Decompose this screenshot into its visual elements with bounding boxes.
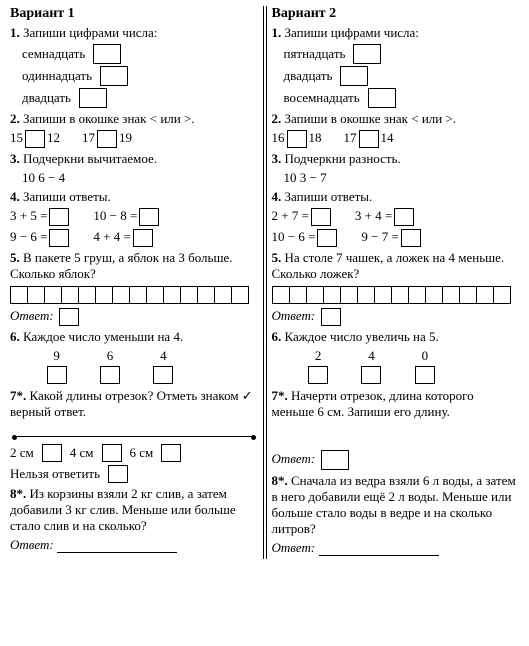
answer-box[interactable] [49, 229, 69, 247]
answer-box[interactable] [321, 308, 341, 326]
answer-blank[interactable] [319, 541, 439, 556]
q2: 2. Запиши в окошке знак < или >. [272, 111, 520, 127]
answer-box[interactable] [79, 88, 107, 108]
choice-box[interactable] [108, 465, 128, 483]
choice-box[interactable] [161, 444, 181, 462]
compare-row: 1512 1719 [10, 130, 258, 148]
word-1: семнадцать [22, 46, 85, 62]
q6: 6. Каждое число уменьши на 4. [10, 329, 258, 345]
word-2: двадцать [284, 68, 333, 84]
segment-line [14, 436, 254, 438]
q4: 4. Запиши ответы. [10, 189, 258, 205]
answer-box[interactable] [49, 208, 69, 226]
word-1: пятнадцать [284, 46, 346, 62]
variant-1-title: Вариант 1 [10, 6, 258, 22]
answer-box[interactable] [47, 366, 67, 384]
word-2: одиннадцать [22, 68, 92, 84]
answer-line: Ответ: [10, 308, 258, 326]
q8: 8*. Сначала из ведра взяли 6 л воды, а з… [272, 473, 520, 537]
answer-box[interactable] [317, 229, 337, 247]
word-3: двадцать [22, 90, 71, 106]
worksheet: Вариант 1 1. Запиши цифрами числа: семна… [6, 6, 523, 559]
answer-box[interactable] [153, 366, 173, 384]
sign-box[interactable] [97, 130, 117, 148]
answer-box[interactable] [308, 366, 328, 384]
choice-row-1: 2 см 4 см 6 см [10, 444, 258, 462]
sign-box[interactable] [287, 130, 307, 148]
q7: 7*. Какой длины отрезок? Отметь знаком ✓… [10, 388, 258, 420]
word-row-2: одиннадцать [22, 66, 258, 86]
eq-row-2: 9 − 6 = 4 + 4 = [10, 229, 258, 247]
variant-2: Вариант 2 1. Запиши цифрами числа: пятна… [268, 6, 524, 559]
choice-box[interactable] [102, 444, 122, 462]
answer-box[interactable] [368, 88, 396, 108]
word-row-3: двадцать [22, 88, 258, 108]
drawing-area[interactable] [272, 423, 520, 447]
q8: 8*. Из корзины взяли 2 кг слив, а затем … [10, 486, 258, 534]
answer-box[interactable] [139, 208, 159, 226]
answer-blank[interactable] [57, 538, 177, 553]
column-divider [263, 6, 267, 559]
expr3: 10 3 − 7 [284, 170, 520, 186]
word-row-1: семнадцать [22, 44, 258, 64]
expr3: 10 6 − 4 [22, 170, 258, 186]
answer-box[interactable] [361, 366, 381, 384]
box-row [30, 366, 190, 384]
answer-box[interactable] [93, 44, 121, 64]
q4: 4. Запиши ответы. [272, 189, 520, 205]
answer-box[interactable] [133, 229, 153, 247]
q1: 1. Запиши цифрами числа: [272, 25, 520, 41]
choice-box[interactable] [42, 444, 62, 462]
variant-2-title: Вариант 2 [272, 6, 520, 22]
q7: 7*. Начерти отрезок, длина которого мень… [272, 388, 520, 420]
num-row: 964 [30, 348, 190, 364]
q5: 5. На столе 7 чашек, а ложек на 4 меньше… [272, 250, 520, 282]
q2: 2. Запиши в окошке знак < или >. [10, 111, 258, 127]
number-ruler [272, 286, 520, 304]
answer-box[interactable] [394, 208, 414, 226]
answer-box[interactable] [100, 366, 120, 384]
sign-box[interactable] [359, 130, 379, 148]
q3: 3. Подчеркни разность. [272, 151, 520, 167]
answer-box[interactable] [340, 66, 368, 86]
answer-box[interactable] [59, 308, 79, 326]
sign-box[interactable] [25, 130, 45, 148]
q6: 6. Каждое число увеличь на 5. [272, 329, 520, 345]
choice-row-2: Нельзя ответить [10, 465, 258, 483]
answer-box[interactable] [353, 44, 381, 64]
word-3: восемнадцать [284, 90, 360, 106]
answer-box[interactable] [415, 366, 435, 384]
eq-row-1: 3 + 5 = 10 − 8 = [10, 208, 258, 226]
variant-1: Вариант 1 1. Запиши цифрами числа: семна… [6, 6, 262, 559]
answer-box[interactable] [401, 229, 421, 247]
answer-box[interactable] [311, 208, 331, 226]
answer-final: Ответ: [10, 537, 258, 553]
number-ruler [10, 286, 258, 304]
q5: 5. В пакете 5 груш, а яблок на 3 больше.… [10, 250, 258, 282]
q3: 3. Подчеркни вычитаемое. [10, 151, 258, 167]
answer-box[interactable] [321, 450, 349, 470]
q1: 1. Запиши цифрами числа: [10, 25, 258, 41]
answer-box[interactable] [100, 66, 128, 86]
